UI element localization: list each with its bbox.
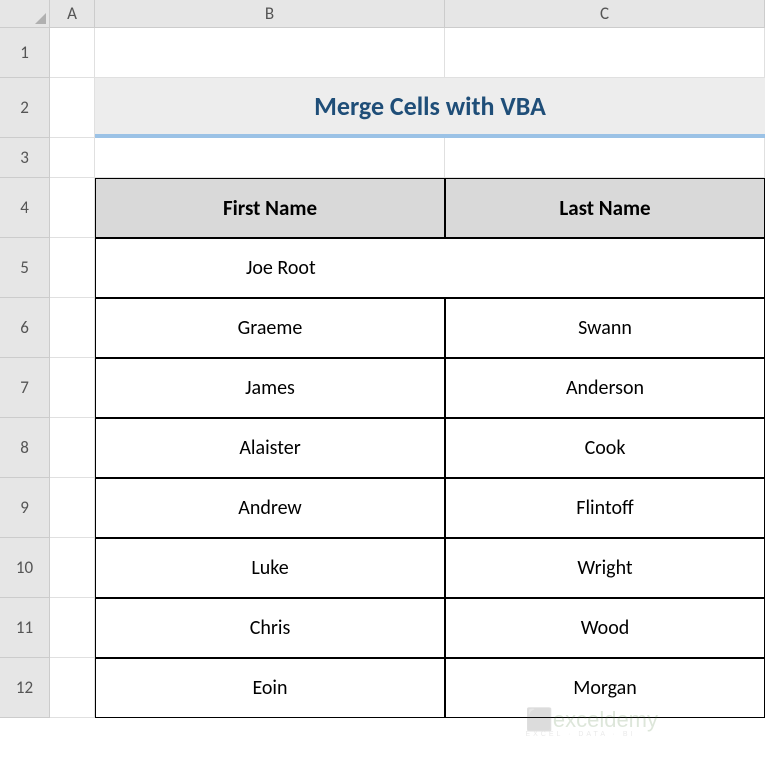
row-header-6[interactable]: 6 — [0, 298, 50, 358]
cell-c8[interactable]: Cook — [445, 418, 765, 478]
column-header-b[interactable]: B — [95, 0, 445, 28]
table-header-first-name[interactable]: First Name — [95, 178, 445, 238]
cell-b12[interactable]: Eoin — [95, 658, 445, 718]
cell-c9[interactable]: Flintoff — [445, 478, 765, 538]
watermark-sub: EXCEL · DATA · BI — [525, 731, 658, 738]
cell-a3[interactable] — [50, 138, 95, 178]
cell-c12[interactable]: Morgan — [445, 658, 765, 718]
cell-b8[interactable]: Alaister — [95, 418, 445, 478]
cell-c11[interactable]: Wood — [445, 598, 765, 658]
cell-c7[interactable]: Anderson — [445, 358, 765, 418]
cell-b10[interactable]: Luke — [95, 538, 445, 598]
row-header-7[interactable]: 7 — [0, 358, 50, 418]
column-header-a[interactable]: A — [50, 0, 95, 28]
select-all-corner[interactable] — [0, 0, 50, 28]
cell-c3[interactable] — [445, 138, 765, 178]
cell-b7[interactable]: James — [95, 358, 445, 418]
cell-b11[interactable]: Chris — [95, 598, 445, 658]
row-header-9[interactable]: 9 — [0, 478, 50, 538]
cell-b9[interactable]: Andrew — [95, 478, 445, 538]
column-header-c[interactable]: C — [445, 0, 765, 28]
table-header-last-name[interactable]: Last Name — [445, 178, 765, 238]
cell-a7[interactable] — [50, 358, 95, 418]
cell-a1[interactable] — [50, 28, 95, 78]
cell-a11[interactable] — [50, 598, 95, 658]
title-merged-cell[interactable]: Merge Cells with VBA — [95, 78, 765, 138]
cell-b3[interactable] — [95, 138, 445, 178]
cell-a4[interactable] — [50, 178, 95, 238]
cell-a5[interactable] — [50, 238, 95, 298]
row-header-5[interactable]: 5 — [0, 238, 50, 298]
row-header-8[interactable]: 8 — [0, 418, 50, 478]
spreadsheet-grid: A B C 1 2 Merge Cells with VBA 3 4 First… — [0, 0, 768, 718]
row-header-11[interactable]: 11 — [0, 598, 50, 658]
row-header-2[interactable]: 2 — [0, 78, 50, 138]
row-header-12[interactable]: 12 — [0, 658, 50, 718]
cell-a12[interactable] — [50, 658, 95, 718]
cell-b6[interactable]: Graeme — [95, 298, 445, 358]
merged-data-cell[interactable]: Joe Root — [95, 238, 765, 298]
cell-a2[interactable] — [50, 78, 95, 138]
row-header-3[interactable]: 3 — [0, 138, 50, 178]
cell-a10[interactable] — [50, 538, 95, 598]
cell-b1[interactable] — [95, 28, 445, 78]
row-header-1[interactable]: 1 — [0, 28, 50, 78]
row-header-4[interactable]: 4 — [0, 178, 50, 238]
cell-c1[interactable] — [445, 28, 765, 78]
cell-a9[interactable] — [50, 478, 95, 538]
cell-a6[interactable] — [50, 298, 95, 358]
cell-c6[interactable]: Swann — [445, 298, 765, 358]
row-header-10[interactable]: 10 — [0, 538, 50, 598]
cell-c10[interactable]: Wright — [445, 538, 765, 598]
cell-a8[interactable] — [50, 418, 95, 478]
